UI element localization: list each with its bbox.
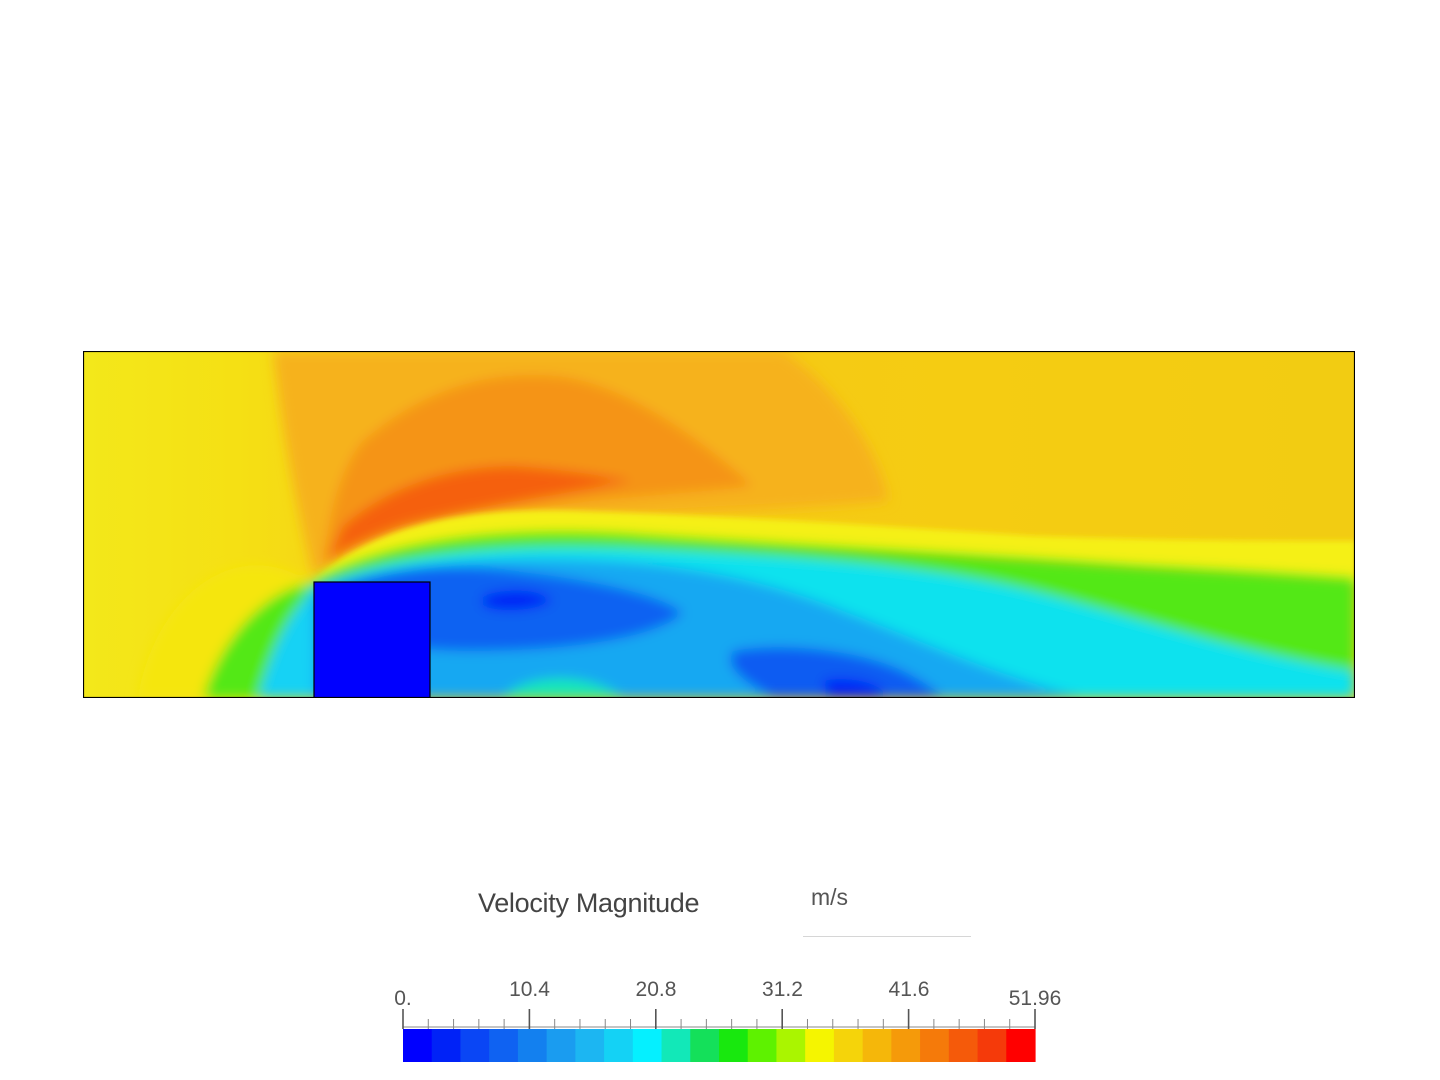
colorbar-tick-label: 51.96: [1009, 987, 1062, 1010]
colorbar-swatch: [661, 1029, 691, 1062]
colorbar-tick-label: 31.2: [762, 978, 803, 1001]
legend-title: Velocity Magnitude: [478, 888, 700, 918]
upstream-green-zone: [203, 583, 313, 698]
colorbar-swatch: [920, 1029, 950, 1062]
colorbar-swatch: [460, 1029, 490, 1062]
unit-label: m/s: [811, 884, 849, 910]
colorbar-swatch: [948, 1029, 979, 1062]
colorbar-swatch: [776, 1029, 806, 1062]
colorbar-swatch: [833, 1029, 864, 1062]
colorbar-swatch: [747, 1029, 778, 1062]
colorbar-tick-label: 0.: [394, 987, 412, 1010]
domain-border: [83, 351, 1355, 698]
colorbar-swatch: [977, 1029, 1007, 1062]
colorbar-swatch: [1006, 1029, 1036, 1062]
colorbar-swatch: [862, 1029, 892, 1062]
colorbar-swatch: [891, 1029, 921, 1062]
floor-green-patch: [503, 678, 623, 698]
colorbar-tick-label: 20.8: [636, 978, 677, 1001]
upstream-cyan-zone: [258, 591, 315, 698]
obstacle-block[interactable]: [313, 581, 431, 698]
colorbar-swatch: [719, 1029, 749, 1062]
unit-dropdown[interactable]: m/s: [803, 878, 971, 937]
downstream-vortex: [730, 647, 943, 698]
colorbar-swatch: [690, 1029, 720, 1062]
colorbar: 0. 10.4 20.8 31.2 41.6 51.96: [394, 978, 1062, 1062]
colorbar-swatch: [805, 1029, 835, 1062]
colorbar-swatch: [604, 1029, 634, 1062]
peak-velocity-core: [328, 466, 633, 561]
recirculation-core: [483, 590, 553, 611]
downstream-vortex-core: [823, 679, 883, 698]
velocity-contour-plot: [83, 351, 1355, 698]
colorbar-swatch: [403, 1029, 433, 1062]
colorbar-tick-label: 10.4: [509, 978, 550, 1001]
colorbar-swatch: [575, 1029, 605, 1062]
colorbar-swatch: [632, 1029, 663, 1062]
colorbar-swatch: [431, 1029, 462, 1062]
colorbar-swatch: [546, 1029, 576, 1062]
simulation-viewport[interactable]: [0, 0, 1440, 840]
colorbar-swatch: [489, 1029, 519, 1062]
colorbar-tick-label: 41.6: [889, 978, 930, 1001]
colorbar-swatch: [517, 1029, 548, 1062]
